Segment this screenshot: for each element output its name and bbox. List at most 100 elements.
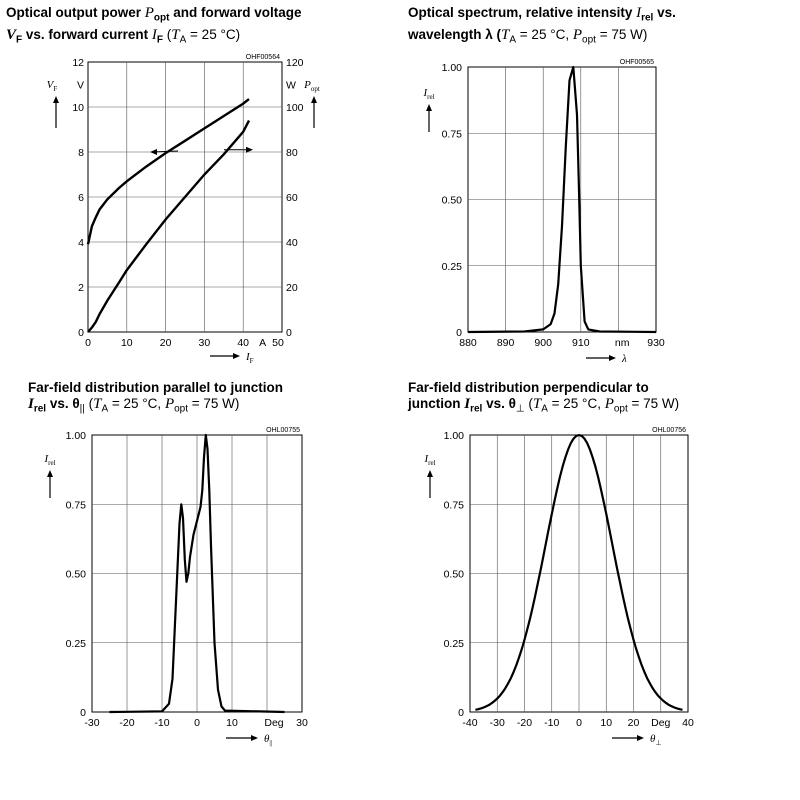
x-axis-label: IF [245, 351, 254, 365]
x-tick-label: -30 [84, 717, 99, 729]
y-left-arrow-head [53, 96, 59, 103]
x-tick-label: -20 [517, 717, 532, 729]
y-right-axis-label: Popt [303, 79, 320, 93]
chart-title: Optical output power Popt and forward vo… [6, 5, 302, 46]
figure-code: OHL00756 [652, 427, 686, 434]
y-tick-label: 0.75 [442, 128, 463, 140]
chart-plot: OHF00565 0 0.25 0.50 0.75 1.00 880 890 900 910 nm 9… [422, 59, 664, 365]
chart-panel-vf-popt: Optical output power Popt and forward vo… [0, 0, 400, 380]
x-tick-label: 10 [600, 717, 612, 729]
x-tick-label: 10 [121, 337, 133, 349]
x-tick-label: 20 [628, 717, 640, 729]
y-tick-label: 0.50 [444, 569, 465, 581]
x-axis-label: θ⊥ [650, 733, 662, 747]
series-line-Irel [109, 433, 285, 714]
y-tick-label: 0.50 [442, 195, 463, 207]
x-tick-label: 40 [237, 337, 249, 349]
chart-title: Optical spectrum, relative intensity Ire… [408, 5, 676, 46]
vf-axis-arrow-head [150, 149, 157, 155]
plot-group: OHF00565 0 0.25 0.50 0.75 1.00 880 890 900 910 nm 9… [422, 59, 664, 365]
y-tick-label: 0 [458, 707, 464, 719]
y-right-tick-label: 20 [286, 282, 298, 294]
x-tick-label: 50 [272, 337, 284, 349]
x-tick-label: -10 [154, 717, 169, 729]
x-tick-label: 930 [647, 337, 665, 349]
y-left-tick-label: 0 [78, 327, 84, 339]
x-tick-label: 0 [194, 717, 200, 729]
x-tick-label: 890 [497, 337, 515, 349]
y-arrow-head [47, 470, 53, 477]
figure-code: OHL00755 [266, 427, 300, 434]
x-tick-label: 30 [296, 717, 308, 729]
y-arrow-head [427, 470, 433, 477]
y-left-tick-label: 4 [78, 237, 84, 249]
y-left-unit: V [77, 80, 84, 92]
x-axis-label: λ [621, 353, 627, 365]
series-line-Irel [475, 433, 683, 711]
y-left-tick-label: 10 [72, 102, 84, 114]
x-arrow-head [637, 735, 644, 741]
y-right-arrow-head [311, 96, 317, 103]
y-right-tick-label: 60 [286, 192, 298, 204]
x-tick-label: 40 [682, 717, 694, 729]
x-tick-label: -10 [544, 717, 559, 729]
x-tick-label: -40 [462, 717, 477, 729]
y-tick-label: 0 [456, 327, 462, 339]
y-left-tick-label: 8 [78, 147, 84, 159]
chart-title: Far-field distribution parallel to junct… [28, 380, 284, 415]
figure-code: OHF00564 [246, 54, 280, 61]
y-tick-label: 0.25 [444, 638, 465, 650]
x-tick-label: 30 [199, 337, 211, 349]
y-left-axis-label: VF [47, 79, 58, 93]
x-axis-label: θ|| [264, 733, 272, 747]
x-unit: nm [615, 337, 630, 349]
series-line-Irel [467, 65, 657, 334]
y-tick-label: 1.00 [444, 430, 465, 442]
y-right-tick-label: 40 [286, 237, 298, 249]
x-unit: Deg [264, 717, 283, 729]
y-axis-label: Irel [43, 453, 55, 467]
y-tick-label: 0 [80, 707, 86, 719]
plot-group: OHL00756 0 0.25 0.50 0.75 1.00 -40 -30 -20 -10 0 10… [423, 427, 694, 747]
y-right-tick-label: 80 [286, 147, 298, 159]
x-unit: Deg [651, 717, 670, 729]
series-line-Popt [87, 119, 251, 333]
x-unit: A [259, 337, 266, 349]
chart-panel-spectrum: Optical spectrum, relative intensity Ire… [400, 0, 800, 380]
y-tick-label: 0.25 [66, 638, 87, 650]
x-tick-label: 900 [534, 337, 552, 349]
x-tick-label: 880 [459, 337, 477, 349]
x-tick-label: 0 [85, 337, 91, 349]
y-tick-label: 0.75 [66, 499, 87, 511]
x-tick-label: 0 [576, 717, 582, 729]
chart-title: Far-field distribution perpendicular to … [408, 380, 680, 415]
y-axis-label: Irel [422, 87, 434, 101]
y-right-tick-label: 0 [286, 327, 292, 339]
x-arrow-head [251, 735, 258, 741]
y-right-tick-label: 100 [286, 102, 304, 114]
y-tick-label: 1.00 [66, 430, 87, 442]
x-tick-label: -30 [490, 717, 505, 729]
chart-plot: OHL00755 0 0.25 0.50 0.75 1.00 -30 -20 -10 0 10 Deg… [43, 427, 308, 747]
series-line-VF [86, 98, 250, 245]
y-right-tick-label: 120 [286, 57, 304, 69]
y-axis-label: Irel [423, 453, 435, 467]
y-tick-label: 0.75 [444, 499, 465, 511]
y-tick-label: 0.50 [66, 569, 87, 581]
y-tick-label: 0.25 [442, 261, 463, 273]
chart-panel-farfield-perpendicular: Far-field distribution perpendicular to … [400, 380, 800, 800]
chart-plot: OHL00756 0 0.25 0.50 0.75 1.00 -40 -30 -20 -10 0 10… [423, 427, 694, 747]
chart-plot: OHF00564 0 2 4 6 8 10 12 V 0 20 40 60 80 100 120 W 0 10 20 3… [47, 54, 320, 365]
x-arrow-head [609, 355, 616, 361]
y-left-tick-label: 2 [78, 282, 84, 294]
x-tick-label: -20 [119, 717, 134, 729]
popt-axis-arrow-head [246, 146, 253, 153]
y-left-tick-label: 12 [72, 57, 84, 69]
y-tick-label: 1.00 [442, 62, 463, 74]
x-tick-label: 10 [226, 717, 238, 729]
y-arrow-head [426, 104, 432, 111]
x-tick-label: 20 [160, 337, 172, 349]
figure-code: OHF00565 [620, 59, 654, 66]
y-left-tick-label: 6 [78, 192, 84, 204]
x-tick-label: 910 [572, 337, 590, 349]
